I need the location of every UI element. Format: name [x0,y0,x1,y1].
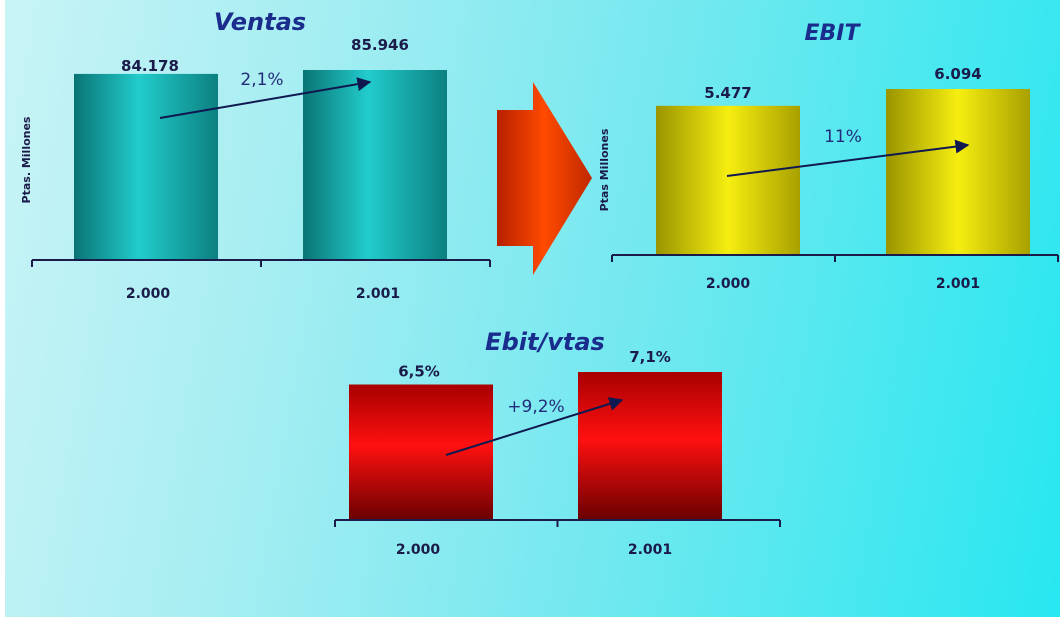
bar-value-label: 6,5% [398,363,440,381]
transition-arrow-icon [497,82,592,275]
x-tick-label: 2.001 [628,542,672,558]
growth-arrow-icon [445,397,624,456]
bar-value-label: 84.178 [121,57,179,75]
bar-2.001 [303,70,447,260]
x-tick-label: 2.000 [396,542,441,558]
chart-title: EBIT [805,21,862,46]
growth-percent-label: 2,1% [240,70,283,90]
x-tick-label: 2.001 [356,286,400,302]
bar-value-label: 6.094 [934,65,981,83]
bar-value-label: 85.946 [351,36,409,54]
chart-title: Ebit/vtas [485,328,605,356]
bar-2.000 [74,73,218,260]
x-tick-label: 2.001 [936,276,980,292]
ventas-chart: Ventas 84.178 2.000 85.946 2.001 2,1% Ptas. Mi… [20,8,491,302]
bar-value-label: 7,1% [629,348,671,366]
growth-percent-label: 11% [824,127,862,147]
ebit-chart: EBIT 5.477 2.000 6.094 2.001 11% Ptas Millones [598,21,1059,292]
left-border [0,0,5,617]
growth-arrow-icon [726,139,970,177]
x-tick-label: 2.000 [126,286,171,302]
bar-2.000 [656,105,800,255]
bar-2.001 [886,89,1030,255]
bar-value-label: 5.477 [704,84,751,102]
growth-arrow-icon [159,77,372,119]
y-axis-label: Ptas. Millones [20,116,33,203]
chart-title: Ventas [214,8,306,36]
y-axis-label: Ptas Millones [598,128,611,211]
x-tick-label: 2.000 [706,276,751,292]
bar-2.000 [349,384,493,520]
ebit-vtas-chart: Ebit/vtas 6,5% 2.000 7,1% 2.001 +9,2% [334,328,781,558]
bar-2.001 [578,372,722,520]
growth-percent-label: +9,2% [507,397,564,417]
